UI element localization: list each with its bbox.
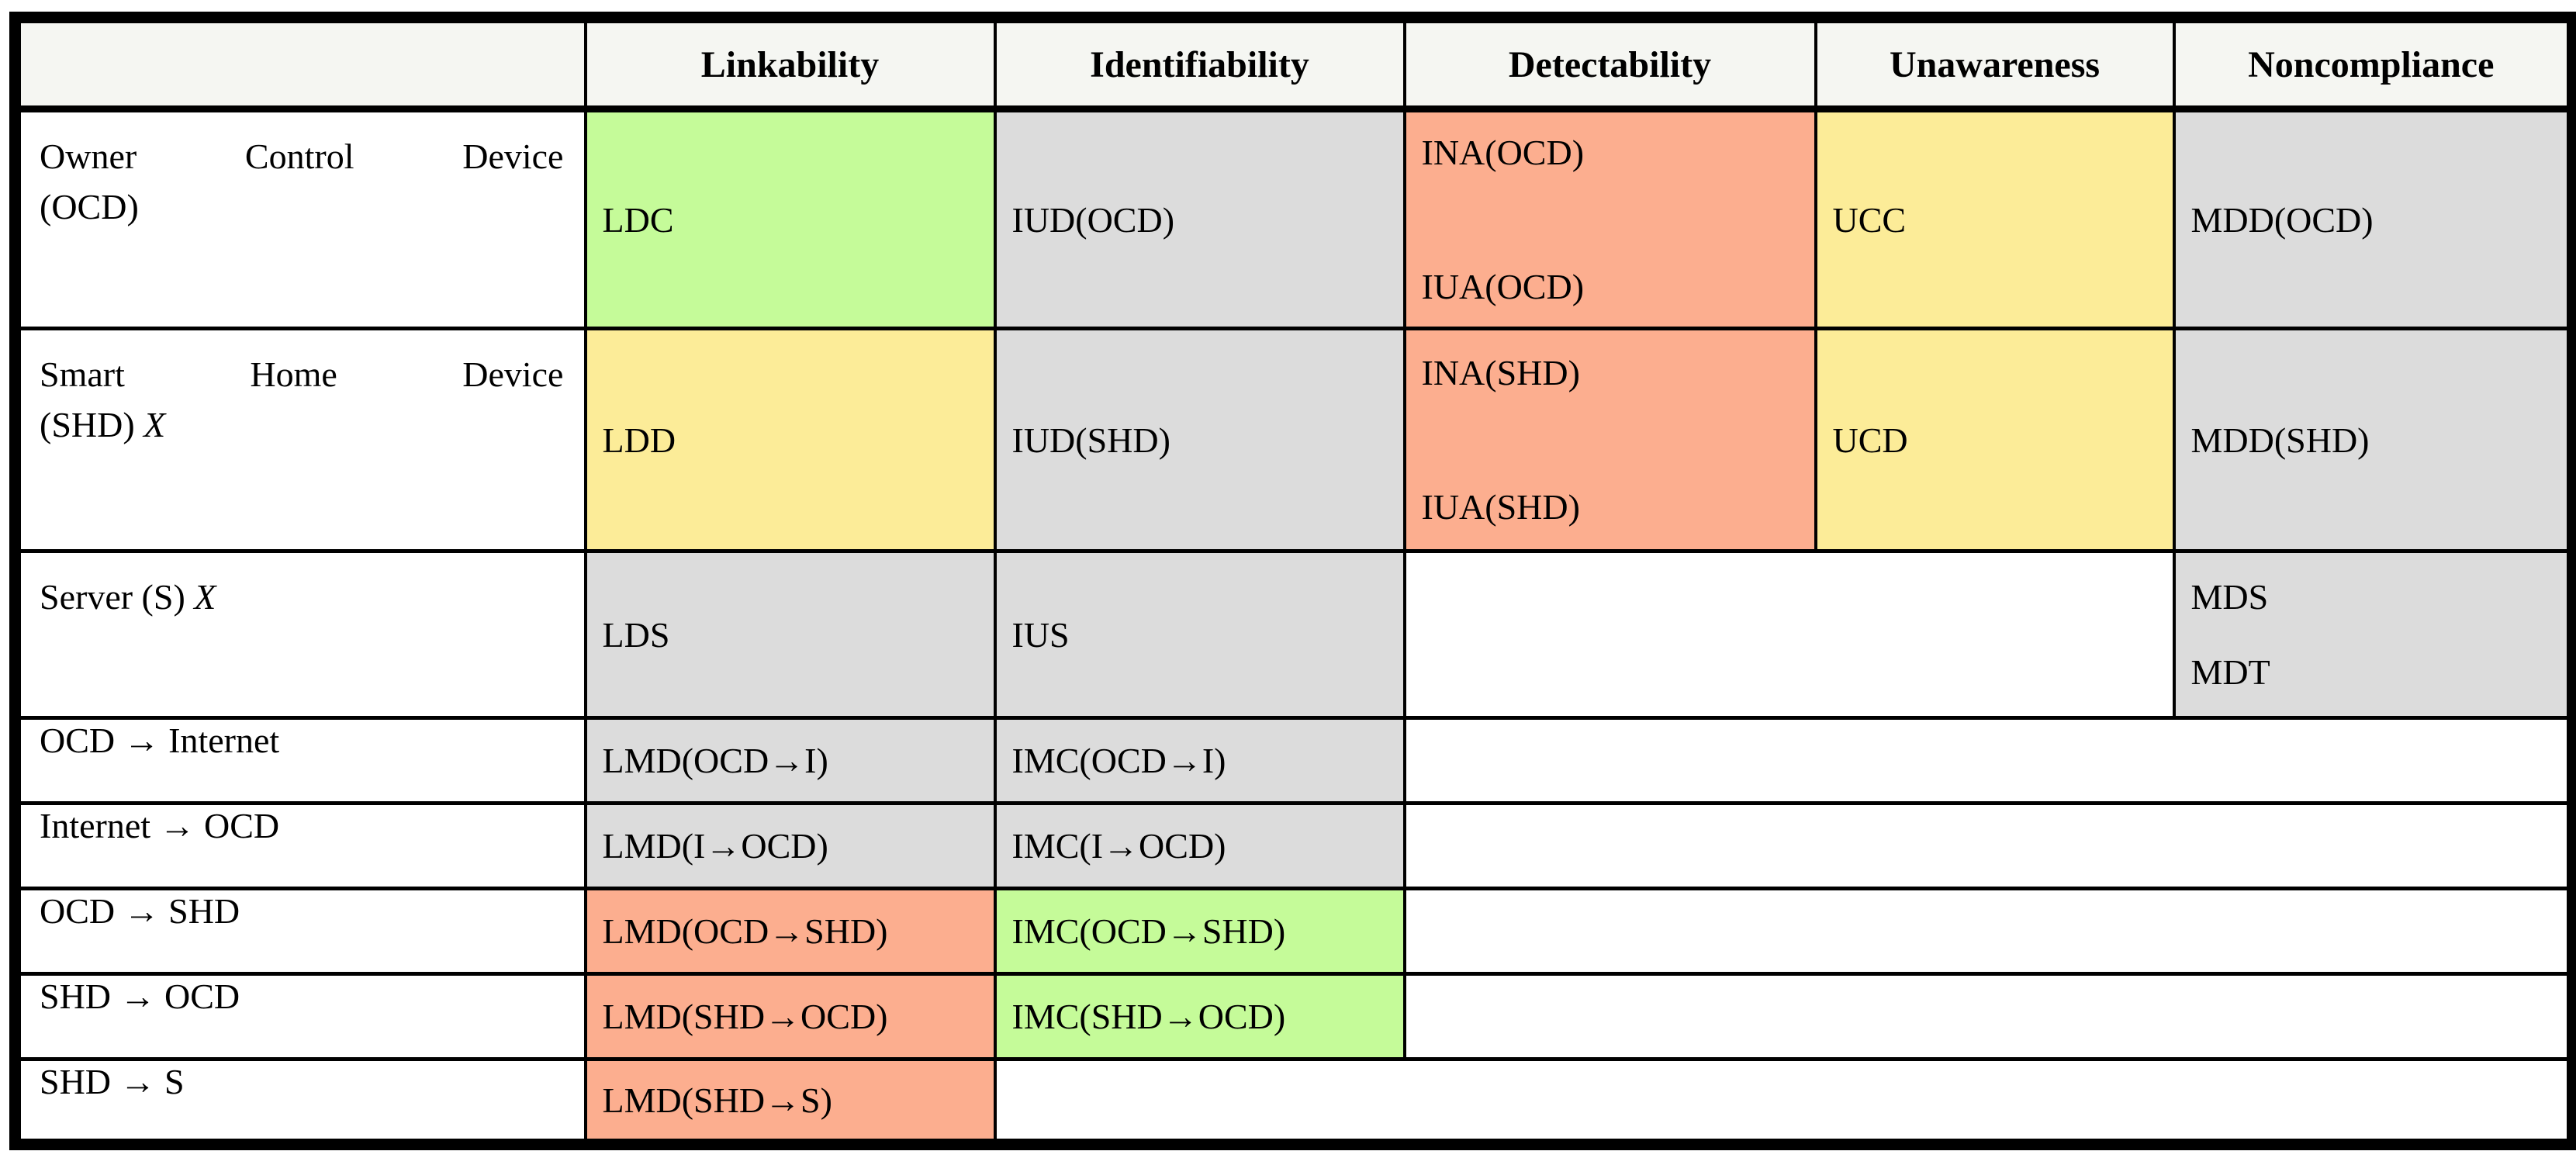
row-ocd-to-shd: OCD → SHD LMD(OCD→SHD) IMC(OCD→SHD) [13, 887, 2574, 976]
row-ocd-to-internet: OCD → Internet LMD(OCD→I) IMC(OCD→I) [13, 716, 2574, 805]
corner-header-cell [13, 16, 587, 112]
cell-shd-detectability: INA(SHD) IUA(SHD) [1402, 327, 1817, 553]
row-label-ocd-text: Owner Control Device (OCD) [40, 137, 564, 227]
header-unawareness: Unawareness [1814, 16, 2176, 112]
cell-server-linkability: LDS [583, 549, 997, 720]
header-identifiability: Identifiability [993, 16, 1406, 112]
cell-shd-to-s-linkability: LMD(SHD→S) [583, 1057, 997, 1146]
cell-ocd-to-internet-rest-empty [1402, 716, 2574, 805]
row-label-shd-to-ocd: SHD → OCD [13, 972, 587, 1061]
header-noncompliance: Noncompliance [2172, 16, 2574, 112]
cell-shd-noncompliance: MDD(SHD) [2172, 327, 2574, 553]
cell-server-identifiability: IUS [993, 549, 1406, 720]
row-label-shd: Smart Home Device (SHD) X [13, 327, 587, 553]
row-label-ocd-to-internet: OCD → Internet [13, 716, 587, 805]
cell-shd-to-ocd-rest-empty [1402, 972, 2574, 1061]
cell-ocd-detectability: INA(OCD) IUA(OCD) [1402, 107, 1817, 330]
privacy-threat-table: Linkability Identifiability Detectabilit… [9, 12, 2576, 1150]
row-label-ocd-to-shd: OCD → SHD [13, 887, 587, 976]
cell-server-noncompliance: MDS MDT [2172, 549, 2574, 720]
row-label-shd-to-s: SHD → S [13, 1057, 587, 1146]
cell-shd-to-s-rest-empty [993, 1057, 2574, 1146]
row-label-ocd: Owner Control Device (OCD) [13, 107, 587, 330]
cell-internet-to-ocd-linkability: LMD(I→OCD) [583, 801, 997, 890]
row-shd: Smart Home Device (SHD) X LDD IUD(SHD) I… [13, 327, 2574, 553]
cell-internet-to-ocd-rest-empty [1402, 801, 2574, 890]
math-x: X [143, 405, 166, 445]
row-ocd: Owner Control Device (OCD) LDC IUD(OCD) … [13, 107, 2574, 330]
cell-ocd-to-shd-identifiability: IMC(OCD→SHD) [993, 887, 1406, 976]
cell-shd-linkability: LDD [583, 327, 997, 553]
cell-ocd-identifiability: IUD(OCD) [993, 107, 1406, 330]
cell-ocd-unawareness: UCC [1814, 107, 2176, 330]
header-row: Linkability Identifiability Detectabilit… [13, 16, 2574, 112]
row-internet-to-ocd: Internet → OCD LMD(I→OCD) IMC(I→OCD) [13, 801, 2574, 890]
header-detectability: Detectability [1402, 16, 1817, 112]
row-server: Server (S) X LDS IUS MDS MDT [13, 549, 2574, 720]
cell-ocd-to-internet-linkability: LMD(OCD→I) [583, 716, 997, 805]
row-label-shd-text: Smart Home Device (SHD) X [40, 354, 564, 445]
cell-shd-to-ocd-identifiability: IMC(SHD→OCD) [993, 972, 1406, 1061]
row-shd-to-ocd: SHD → OCD LMD(SHD→OCD) IMC(SHD→OCD) [13, 972, 2574, 1061]
cell-shd-identifiability: IUD(SHD) [993, 327, 1406, 553]
cell-internet-to-ocd-identifiability: IMC(I→OCD) [993, 801, 1406, 890]
cell-server-detectability-unawareness-empty [1402, 549, 2176, 720]
header-linkability: Linkability [583, 16, 997, 112]
cell-ocd-to-shd-rest-empty [1402, 887, 2574, 976]
math-x: X [194, 577, 216, 617]
cell-ocd-linkability: LDC [583, 107, 997, 330]
row-shd-to-s: SHD → S LMD(SHD→S) [13, 1057, 2574, 1146]
cell-ocd-to-internet-identifiability: IMC(OCD→I) [993, 716, 1406, 805]
cell-ocd-noncompliance: MDD(OCD) [2172, 107, 2574, 330]
row-label-server: Server (S) X [13, 549, 587, 720]
row-label-server-text: Server (S) X [40, 577, 216, 617]
cell-shd-to-ocd-linkability: LMD(SHD→OCD) [583, 972, 997, 1061]
cell-ocd-to-shd-linkability: LMD(OCD→SHD) [583, 887, 997, 976]
cell-shd-unawareness: UCD [1814, 327, 2176, 553]
row-label-internet-to-ocd: Internet → OCD [13, 801, 587, 890]
